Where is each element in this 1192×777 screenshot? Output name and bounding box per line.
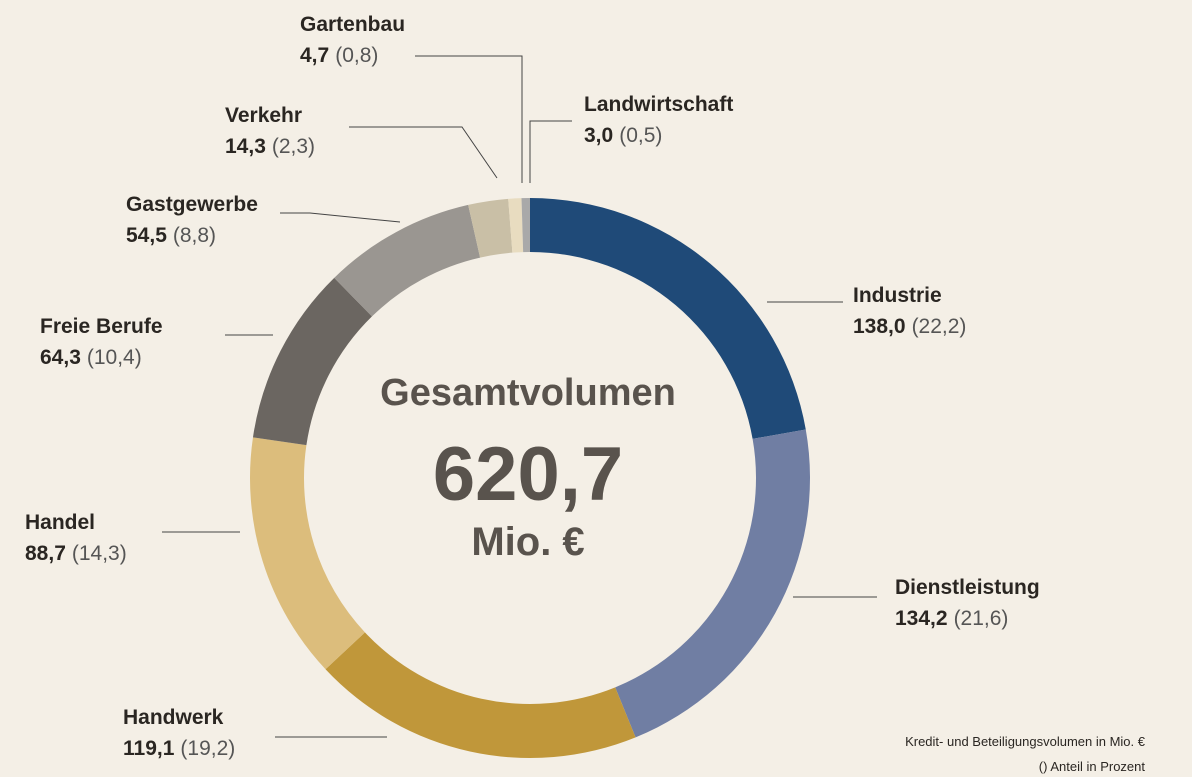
total: 620,7 xyxy=(433,432,623,517)
segment-label: Gastgewerbe xyxy=(126,193,258,216)
donut-segment xyxy=(521,198,530,253)
share-label: (10,4) xyxy=(87,346,142,369)
segment-value: 54,5 (8,8) xyxy=(126,224,216,247)
share-label: (19,2) xyxy=(180,737,235,760)
value-label: 3,0 xyxy=(584,124,613,147)
value-label: 14,3 xyxy=(225,135,266,158)
segment-value: 88,7 (14,3) xyxy=(25,542,127,565)
segment-value: 4,7 (0,8) xyxy=(300,44,378,67)
donut-segment xyxy=(249,437,365,670)
note: Kredit- und Beteiligungsvolumen in Mio. … xyxy=(905,734,1146,749)
segment-label: Gartenbau xyxy=(300,13,405,36)
segment-label: Industrie xyxy=(853,284,942,307)
share-label: (22,2) xyxy=(912,315,967,338)
segment-value: 119,1 (19,2) xyxy=(123,737,235,760)
value-label: 4,7 xyxy=(300,44,329,67)
segment-label: Handel xyxy=(25,511,95,534)
share-label: (2,3) xyxy=(272,135,315,158)
donut-segment xyxy=(508,198,524,253)
segment-label: Landwirtschaft xyxy=(584,93,733,116)
donut-segment xyxy=(334,204,481,317)
leader-line xyxy=(349,126,498,179)
segment-label: Freie Berufe xyxy=(40,315,163,338)
center-title: Gesamtvolumen xyxy=(380,372,676,414)
segment-value: 14,3 (2,3) xyxy=(225,135,315,158)
share-label: (8,8) xyxy=(173,224,216,247)
value-label: 64,3 xyxy=(40,346,81,369)
segment-label: Dienstleistung xyxy=(895,576,1040,599)
share-label: (14,3) xyxy=(72,542,127,565)
segment-label: Verkehr xyxy=(225,104,302,127)
donut-segment xyxy=(252,277,372,446)
share-label: (0,8) xyxy=(335,44,378,67)
segment-value: 3,0 (0,5) xyxy=(584,124,662,147)
value-label: 134,2 xyxy=(895,607,948,630)
value-label: 54,5 xyxy=(126,224,167,247)
leader-line xyxy=(415,55,523,183)
share-label: (21,6) xyxy=(954,607,1009,630)
leader-line xyxy=(280,212,401,223)
segment-label: Handwerk xyxy=(123,706,224,729)
note: () Anteil in Prozent xyxy=(1039,759,1146,774)
segment-value: 64,3 (10,4) xyxy=(40,346,142,369)
value-label: 88,7 xyxy=(25,542,66,565)
donut-segment xyxy=(615,429,810,738)
value-label: 119,1 xyxy=(123,737,175,760)
share-label: (0,5) xyxy=(619,124,662,147)
segment-value: 138,0 (22,2) xyxy=(853,315,966,338)
total-unit: Mio. € xyxy=(471,520,584,564)
donut-segment xyxy=(530,198,806,439)
value-label: 138,0 xyxy=(853,315,906,338)
segment-value: 134,2 (21,6) xyxy=(895,607,1008,630)
donut-segment xyxy=(468,198,513,258)
donut-segment xyxy=(325,632,636,759)
leader-line xyxy=(529,120,572,183)
